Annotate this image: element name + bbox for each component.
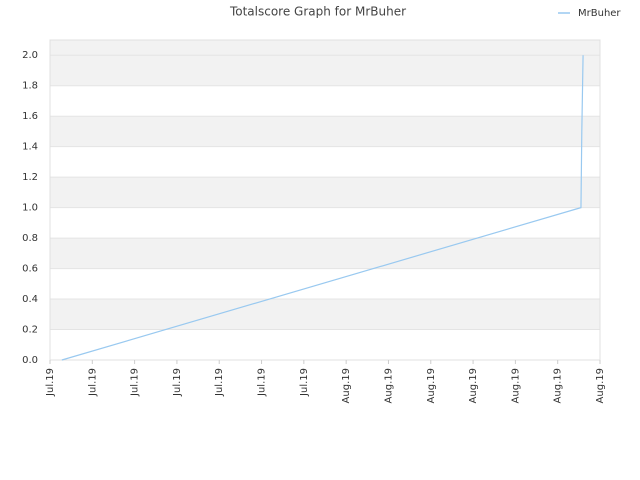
y-tick-label: 1.6 (22, 111, 38, 122)
plot-band (50, 55, 600, 86)
plot-band (50, 299, 600, 330)
y-tick-label: 0.6 (22, 264, 38, 275)
x-tick-label: Aug.19 (468, 368, 479, 403)
y-tick-label: 1.4 (22, 142, 38, 153)
chart-title: Totalscore Graph for MrBuher (229, 5, 406, 19)
x-tick-label: Jul.19 (299, 368, 310, 397)
x-tick-label: Jul.19 (87, 368, 98, 397)
x-tick-label: Jul.19 (130, 368, 141, 397)
x-tick-label: Jul.19 (45, 368, 56, 397)
plot-band (50, 177, 600, 208)
y-tick-label: 1.2 (22, 172, 38, 183)
x-tick-label: Jul.19 (214, 368, 225, 397)
x-tick-label: Aug.19 (426, 368, 437, 403)
y-tick-label: 0.0 (22, 355, 38, 366)
y-tick-label: 0.4 (22, 294, 38, 305)
y-tick-label: 1.8 (22, 81, 38, 92)
plot-band (50, 238, 600, 269)
legend-label: MrBuher (578, 8, 621, 19)
x-tick-label: Aug.19 (510, 368, 521, 403)
x-tick-label: Aug.19 (383, 368, 394, 403)
x-tick-label: Jul.19 (257, 368, 268, 397)
x-tick-label: Aug.19 (341, 368, 352, 403)
plot-band (50, 116, 600, 147)
y-tick-label: 1.0 (22, 203, 38, 214)
y-tick-label: 2.0 (22, 50, 38, 61)
y-tick-label: 0.2 (22, 325, 38, 336)
plot-band (50, 40, 600, 56)
plot-border (49, 39, 601, 361)
y-tick-label: 0.8 (22, 233, 38, 244)
plot-background (50, 40, 600, 330)
x-tick-label: Aug.19 (595, 368, 606, 403)
x-tick-label: Aug.19 (553, 368, 564, 403)
data-line (61, 55, 584, 361)
x-tick-label: Jul.19 (172, 368, 183, 397)
